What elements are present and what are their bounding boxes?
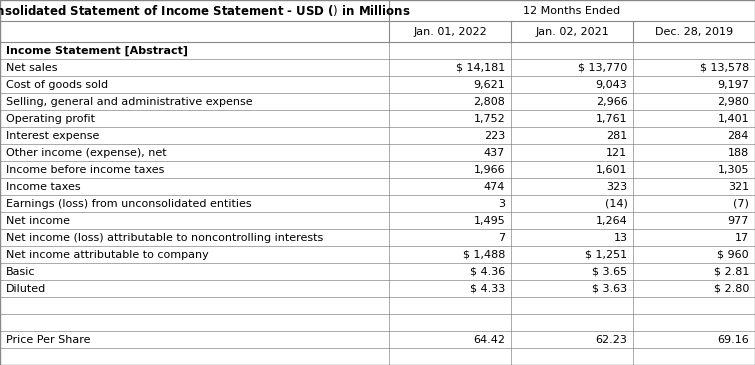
Text: 223: 223 xyxy=(484,131,505,141)
Text: Net income (loss) attributable to noncontrolling interests: Net income (loss) attributable to noncon… xyxy=(6,233,323,243)
Text: 437: 437 xyxy=(484,148,505,158)
Text: 9,621: 9,621 xyxy=(473,80,505,90)
Text: 2,808: 2,808 xyxy=(473,97,505,107)
Text: $ 3.65: $ 3.65 xyxy=(592,266,627,277)
Text: Basic: Basic xyxy=(6,266,35,277)
Text: 69.16: 69.16 xyxy=(717,335,749,345)
Text: Jan. 01, 2022: Jan. 01, 2022 xyxy=(413,27,487,37)
Text: $ 960: $ 960 xyxy=(717,250,749,260)
Text: Interest expense: Interest expense xyxy=(6,131,100,141)
Text: Other income (expense), net: Other income (expense), net xyxy=(6,148,167,158)
Text: Income taxes: Income taxes xyxy=(6,182,81,192)
Text: 9,043: 9,043 xyxy=(596,80,627,90)
Text: 1,401: 1,401 xyxy=(717,114,749,124)
Text: 284: 284 xyxy=(728,131,749,141)
Text: $ 14,181: $ 14,181 xyxy=(456,63,505,73)
Text: $ 1,251: $ 1,251 xyxy=(585,250,627,260)
Text: Selling, general and administrative expense: Selling, general and administrative expe… xyxy=(6,97,253,107)
Text: 62.23: 62.23 xyxy=(596,335,627,345)
Text: 12 Months Ended: 12 Months Ended xyxy=(523,5,621,16)
Text: Net income: Net income xyxy=(6,216,70,226)
Text: Cost of goods sold: Cost of goods sold xyxy=(6,80,108,90)
Text: $ 4.36: $ 4.36 xyxy=(470,266,505,277)
Text: 323: 323 xyxy=(606,182,627,192)
Text: $ 2.80: $ 2.80 xyxy=(713,284,749,293)
Text: Net sales: Net sales xyxy=(6,63,57,73)
Text: 2,980: 2,980 xyxy=(717,97,749,107)
Text: 64.42: 64.42 xyxy=(473,335,505,345)
Text: $ 3.63: $ 3.63 xyxy=(592,284,627,293)
Text: 1,966: 1,966 xyxy=(473,165,505,175)
Text: 17: 17 xyxy=(735,233,749,243)
Text: $ 1,488: $ 1,488 xyxy=(463,250,505,260)
Text: Diluted: Diluted xyxy=(6,284,46,293)
Text: Net income attributable to company: Net income attributable to company xyxy=(6,250,209,260)
Text: 2,966: 2,966 xyxy=(596,97,627,107)
Text: 121: 121 xyxy=(606,148,627,158)
Text: 1,305: 1,305 xyxy=(717,165,749,175)
Text: $ 13,770: $ 13,770 xyxy=(578,63,627,73)
Text: 1,601: 1,601 xyxy=(596,165,627,175)
Text: 474: 474 xyxy=(484,182,505,192)
Text: Consolidated Statement of Income Statement - USD ($) $ in Millions: Consolidated Statement of Income Stateme… xyxy=(0,3,410,18)
Text: $ 2.81: $ 2.81 xyxy=(713,266,749,277)
Text: Jan. 02, 2021: Jan. 02, 2021 xyxy=(535,27,609,37)
Text: 281: 281 xyxy=(606,131,627,141)
Text: Income Statement [Abstract]: Income Statement [Abstract] xyxy=(6,46,188,56)
Text: 13: 13 xyxy=(613,233,627,243)
Text: 321: 321 xyxy=(728,182,749,192)
Text: Earnings (loss) from unconsolidated entities: Earnings (loss) from unconsolidated enti… xyxy=(6,199,251,209)
Text: 1,264: 1,264 xyxy=(596,216,627,226)
Text: Income before income taxes: Income before income taxes xyxy=(6,165,165,175)
Text: (14): (14) xyxy=(605,199,627,209)
Text: $ 4.33: $ 4.33 xyxy=(470,284,505,293)
Text: 977: 977 xyxy=(728,216,749,226)
Text: 7: 7 xyxy=(498,233,505,243)
Text: $ 13,578: $ 13,578 xyxy=(700,63,749,73)
Text: 1,752: 1,752 xyxy=(473,114,505,124)
Text: Operating profit: Operating profit xyxy=(6,114,95,124)
Text: 1,761: 1,761 xyxy=(596,114,627,124)
Text: 3: 3 xyxy=(498,199,505,209)
Text: 1,495: 1,495 xyxy=(473,216,505,226)
Text: Price Per Share: Price Per Share xyxy=(6,335,91,345)
Text: Dec. 28, 2019: Dec. 28, 2019 xyxy=(655,27,733,37)
Text: 188: 188 xyxy=(728,148,749,158)
Text: 9,197: 9,197 xyxy=(717,80,749,90)
Text: (7): (7) xyxy=(733,199,749,209)
